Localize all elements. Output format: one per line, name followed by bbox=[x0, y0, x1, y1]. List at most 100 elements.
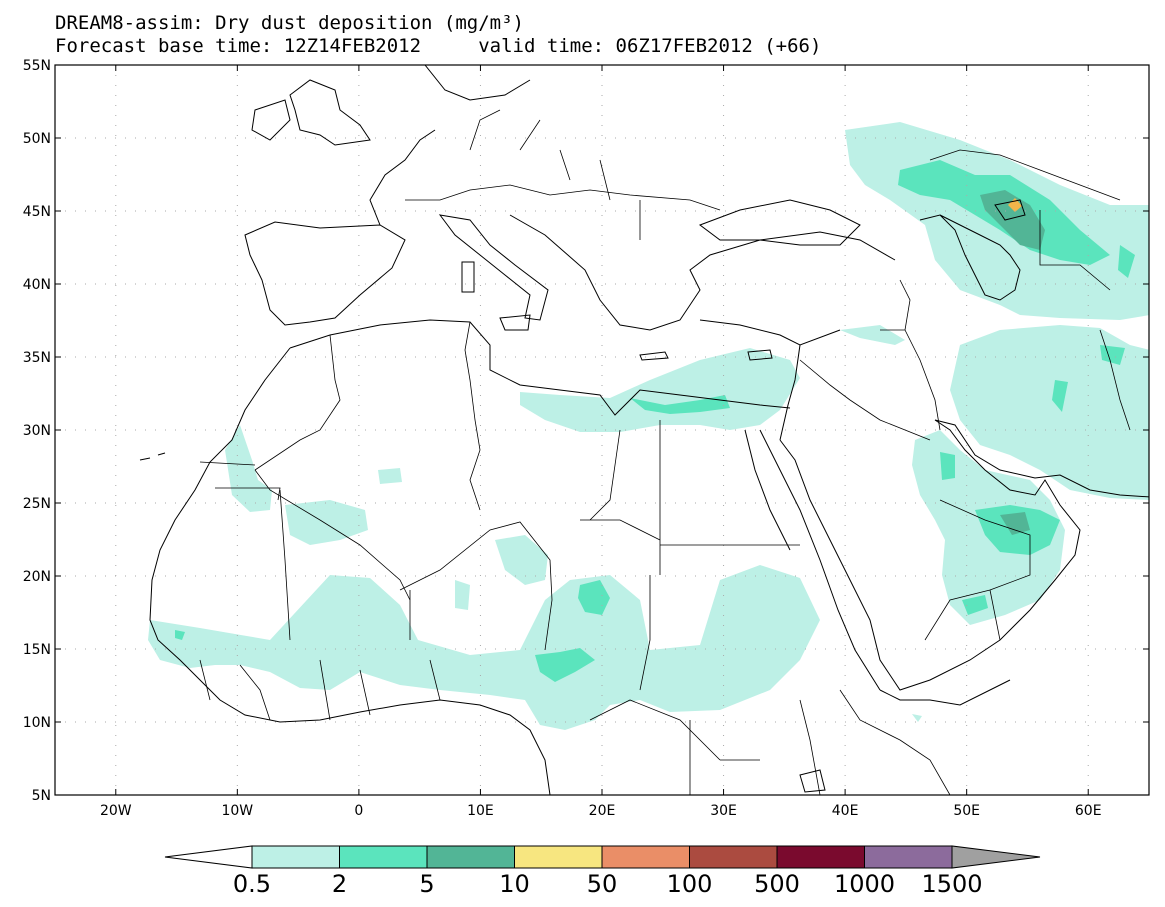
dust-area-iran bbox=[950, 325, 1149, 500]
border-saudi bbox=[799, 359, 1031, 641]
lat-tick-label: 10N bbox=[23, 715, 51, 731]
colorbar-segment bbox=[426, 845, 515, 869]
colorbar-segment bbox=[514, 845, 603, 869]
coast-caspian bbox=[919, 214, 1021, 301]
coast-iberia bbox=[244, 221, 406, 326]
dust-area-oman bbox=[962, 595, 988, 615]
colorbar-label: 500 bbox=[754, 870, 800, 898]
colorbar-label: 100 bbox=[667, 870, 713, 898]
dust-area-chad bbox=[578, 580, 610, 615]
colorbar-segment bbox=[864, 845, 953, 869]
country-borders bbox=[199, 109, 1131, 795]
colorbar-segment bbox=[689, 845, 778, 869]
map-title: DREAM8-assim: Dry dust deposition (mg/m³… bbox=[55, 12, 524, 34]
coast-canaries bbox=[139, 452, 166, 461]
colorbar-label: 1500 bbox=[921, 870, 982, 898]
border-west-africa-south bbox=[199, 659, 441, 721]
colorbar-label: 50 bbox=[587, 870, 618, 898]
border-west-sahara bbox=[199, 461, 411, 601]
lon-tick-label: 20W bbox=[100, 803, 132, 819]
coast-cyprus bbox=[747, 349, 773, 361]
coast-aral bbox=[994, 199, 1026, 221]
dust-area-mideast bbox=[840, 325, 905, 345]
dust-area-gulf-west bbox=[940, 452, 955, 480]
lon-tick-label: 10E bbox=[467, 803, 494, 819]
lat-tick-label: 50N bbox=[23, 131, 51, 147]
lon-tick-label: 30E bbox=[710, 803, 737, 819]
map-subtitle: Forecast base time: 12Z14FEB2012 valid t… bbox=[55, 35, 822, 57]
lon-tick-label: 20E bbox=[589, 803, 616, 819]
coast-north-africa bbox=[289, 319, 791, 416]
coast-persian-gulf bbox=[934, 419, 1149, 498]
lon-tick-label: 40E bbox=[832, 803, 859, 819]
coast-arabia bbox=[779, 419, 1081, 691]
border-libya-egypt bbox=[580, 420, 800, 575]
dust-area-caspian-east bbox=[1118, 245, 1135, 278]
lon-tick-label: 10W bbox=[221, 803, 253, 819]
colorbar-under-arrow bbox=[164, 845, 253, 869]
lat-tick-label: 35N bbox=[23, 350, 51, 366]
colorbar-over-arrow bbox=[951, 845, 1041, 869]
border-central-asia bbox=[929, 149, 1131, 431]
dust-area-somalia-spot bbox=[912, 714, 922, 722]
coast-nile bbox=[744, 429, 791, 551]
coast-turkey-south bbox=[699, 319, 841, 346]
coast-sardinia bbox=[461, 261, 475, 293]
coast-sicily bbox=[499, 314, 531, 331]
coast-balkans bbox=[509, 214, 896, 331]
dust-area-uae-core bbox=[1000, 512, 1030, 535]
colorbar-label: 2 bbox=[332, 870, 347, 898]
colorbar-segment bbox=[601, 845, 690, 869]
border-mali-niger bbox=[279, 489, 553, 651]
colorbar-label: 1000 bbox=[834, 870, 895, 898]
coast-ireland bbox=[251, 99, 291, 141]
coast-red-sea-west bbox=[759, 429, 881, 691]
dust-area-libya-egypt bbox=[520, 348, 800, 432]
dust-area-sahara-spot bbox=[378, 468, 402, 484]
lat-tick-label: 30N bbox=[23, 423, 51, 439]
coast-horn bbox=[879, 679, 1011, 706]
dust-area-sahel bbox=[148, 565, 820, 730]
colorbar-label: 10 bbox=[499, 870, 530, 898]
colorbar-segment bbox=[339, 845, 428, 869]
lon-tick-label: 0 bbox=[354, 803, 363, 819]
lat-tick-label: 15N bbox=[23, 642, 51, 658]
border-east-africa bbox=[720, 689, 951, 795]
lon-tick-label: 60E bbox=[1075, 803, 1102, 819]
coast-black-sea bbox=[698, 199, 861, 246]
lat-tick-label: 25N bbox=[23, 496, 51, 512]
coast-scandinavia bbox=[424, 65, 531, 101]
dust-area-chad-south bbox=[535, 648, 595, 682]
coast-lake-victoria bbox=[799, 769, 826, 793]
border-sudan bbox=[589, 575, 721, 795]
border-europe bbox=[405, 109, 721, 240]
colorbar-label: 0.5 bbox=[233, 870, 271, 898]
dust-area-mauritania bbox=[225, 425, 272, 512]
border-maghreb bbox=[254, 321, 481, 511]
latitude-axis: 55N 50N 45N 40N 35N 30N 25N 20N 15N 10N 5N bbox=[23, 58, 1149, 804]
dust-area-iran-spot bbox=[1052, 380, 1068, 412]
colorbar-label: 5 bbox=[419, 870, 434, 898]
lat-tick-label: 55N bbox=[23, 58, 51, 74]
dust-area-senegal bbox=[175, 630, 185, 640]
colorbar-segment bbox=[776, 845, 865, 869]
dust-shading bbox=[148, 122, 1149, 730]
coastlines bbox=[139, 65, 1149, 795]
coast-france-north bbox=[369, 129, 436, 226]
coast-italy bbox=[438, 214, 549, 321]
colorbar-segment bbox=[251, 845, 340, 869]
dust-area-niger bbox=[495, 535, 548, 585]
dust-area-egypt-coast bbox=[630, 395, 730, 414]
coast-west-africa bbox=[149, 347, 551, 795]
lat-tick-label: 45N bbox=[23, 204, 51, 220]
coast-uk bbox=[289, 79, 371, 146]
lat-tick-label: 20N bbox=[23, 569, 51, 585]
lat-tick-label: 40N bbox=[23, 277, 51, 293]
coast-crete bbox=[639, 351, 669, 361]
lat-tick-label: 5N bbox=[32, 788, 51, 804]
colorbar: 0.5 2 5 10 50 100 500 1000 1500 bbox=[164, 845, 1041, 898]
longitude-axis: 20W 10W 0 10E 20E 30E 40E 50E 60E bbox=[100, 65, 1102, 819]
lon-tick-label: 50E bbox=[953, 803, 980, 819]
border-iraq-iran bbox=[880, 279, 941, 431]
